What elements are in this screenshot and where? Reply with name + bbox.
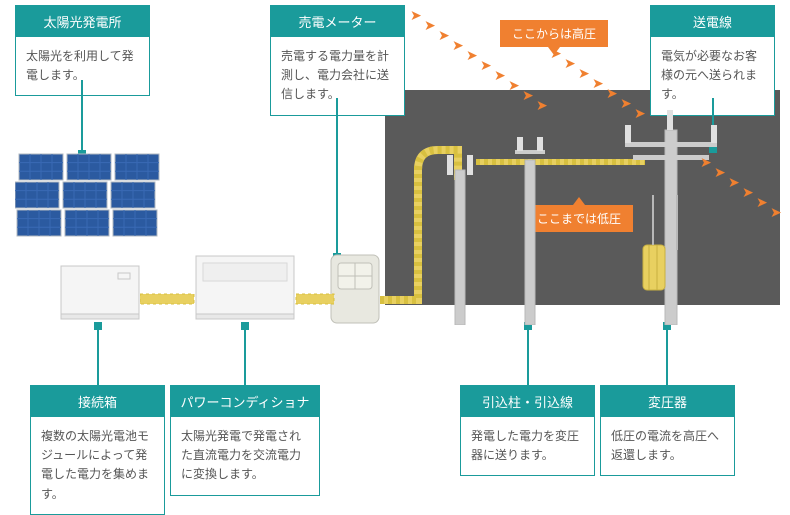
- connector-line: [527, 325, 529, 385]
- info-title: 接続箱: [31, 386, 164, 417]
- info-body: 発電した電力を変圧器に送ります。: [461, 417, 594, 475]
- utility-pole-icon: [445, 125, 555, 325]
- info-title: 引込柱・引込線: [461, 386, 594, 417]
- info-title: 売電メーター: [271, 6, 404, 37]
- info-box-junction: 接続箱 複数の太陽光電池モジュールによって発電した電力を集めます。: [30, 385, 165, 515]
- info-title: 変圧器: [601, 386, 734, 417]
- connector-line: [97, 325, 99, 385]
- info-body: 太陽光発電で発電された直流電力を交流電力に変換します。: [171, 417, 319, 495]
- info-body: 低圧の電流を高圧へ返還します。: [601, 417, 734, 475]
- cable-connector-icon: [140, 290, 340, 310]
- info-box-transformer: 変圧器 低圧の電流を高圧へ返還します。: [600, 385, 735, 476]
- transformer-pole-icon: [615, 100, 725, 325]
- info-body: 複数の太陽光電池モジュールによって発電した電力を集めます。: [31, 417, 164, 514]
- info-box-conditioner: パワーコンディショナ 太陽光発電で発電された直流電力を交流電力に変換します。: [170, 385, 320, 496]
- info-title: 送電線: [651, 6, 774, 37]
- connector-line: [81, 80, 83, 150]
- connector-line: [666, 325, 668, 385]
- info-title: 太陽光発電所: [16, 6, 149, 37]
- callout-high-voltage: ここからは高圧: [500, 20, 608, 47]
- info-box-pole: 引込柱・引込線 発電した電力を変圧器に送ります。: [460, 385, 595, 476]
- junction-box-icon: [60, 265, 140, 325]
- connector-line: [336, 98, 338, 253]
- info-title: パワーコンディショナ: [171, 386, 319, 417]
- meter-icon: [330, 245, 380, 325]
- solar-panels-icon: [15, 150, 160, 245]
- connector-line: [244, 325, 246, 385]
